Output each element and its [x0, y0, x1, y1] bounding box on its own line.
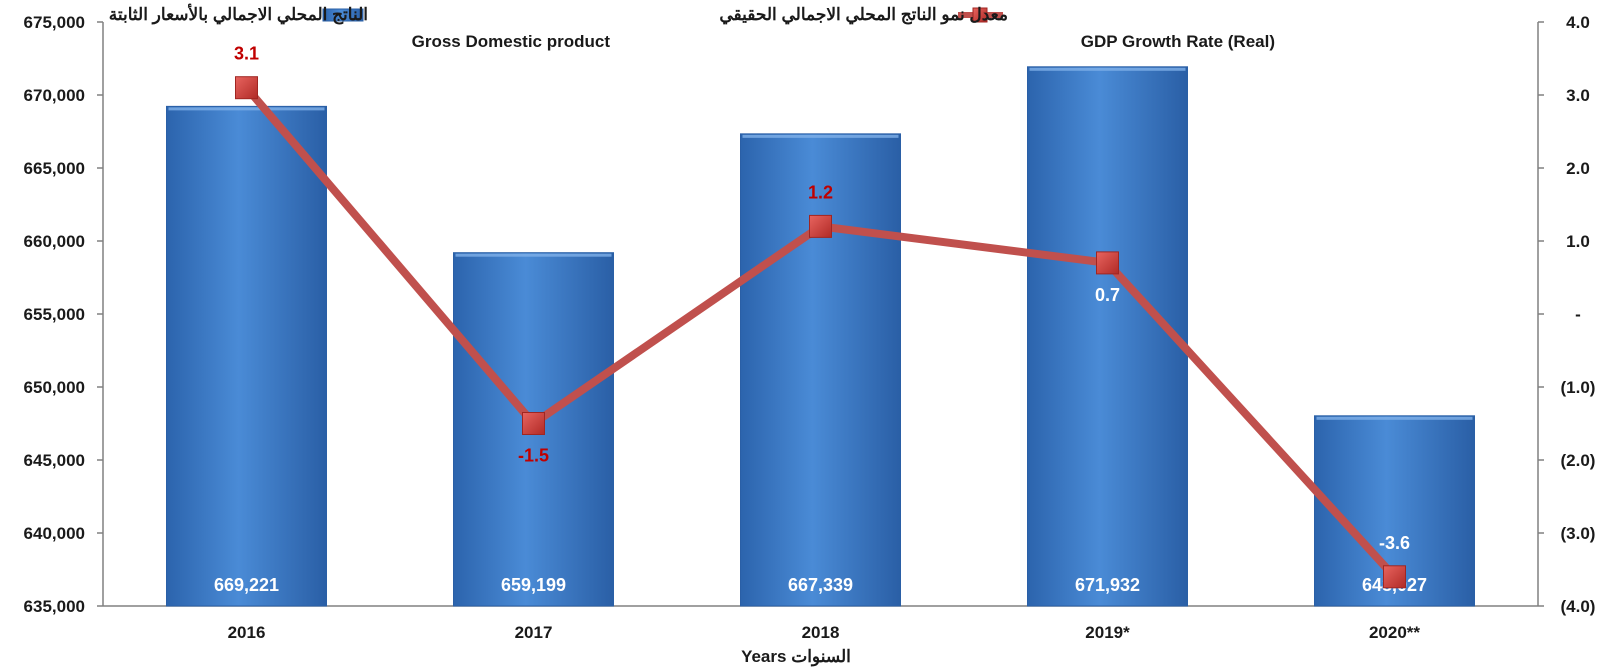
bar-series [166, 66, 1475, 607]
bar [1027, 66, 1188, 607]
right-axis-ticks: (4.0) (3.0) (2.0) (1.0) - 1.0 2.0 3.0 4.0 [1538, 13, 1595, 616]
growth-point-label: -1.5 [518, 446, 549, 466]
right-tick-label: (1.0) [1561, 378, 1596, 397]
growth-line-series [235, 76, 1406, 589]
left-tick-label: 675,000 [24, 13, 85, 32]
bar [740, 133, 901, 607]
x-category-label: 2017 [515, 623, 553, 642]
growth-point-label: -3.6 [1379, 533, 1410, 553]
growth-marker [809, 214, 832, 238]
left-tick-label: 655,000 [24, 305, 85, 324]
legend-gdp-label-ar: الناتج المحلي الاجمالي بالأسعار الثابتة [109, 3, 368, 25]
bar-value-label: 669,221 [214, 575, 279, 595]
left-axis-ticks: 635,000 640,000 645,000 650,000 655,000 660,0… [24, 13, 103, 616]
x-category-label: 2018 [802, 623, 840, 642]
x-axis-title: السنوات Years [741, 647, 851, 667]
right-tick-label: - [1575, 305, 1581, 324]
left-tick-label: 645,000 [24, 451, 85, 470]
x-axis-categories: 2016 2017 2018 2019* 2020** [228, 623, 1421, 642]
x-category-label: 2020** [1369, 623, 1420, 642]
x-category-label: 2019* [1085, 623, 1130, 642]
growth-marker [235, 76, 258, 100]
bar-highlight [1316, 416, 1473, 420]
bar-value-label: 667,339 [788, 575, 853, 595]
legend-growth-label-en: GDP Growth Rate (Real) [1081, 32, 1275, 51]
growth-point-label: 3.1 [234, 44, 259, 64]
bar [166, 105, 327, 607]
bar-highlight [455, 253, 612, 257]
legend-gdp: الناتج المحلي الاجمالي بالأسعار الثابتة … [109, 3, 611, 51]
right-tick-label: 2.0 [1566, 159, 1590, 178]
growth-marker [522, 412, 545, 435]
right-tick-label: 3.0 [1566, 86, 1590, 105]
legend-marker-swatch [972, 7, 988, 23]
left-tick-label: 660,000 [24, 232, 85, 251]
left-tick-label: 670,000 [24, 86, 85, 105]
left-tick-label: 665,000 [24, 159, 85, 178]
right-tick-label: (4.0) [1561, 597, 1596, 616]
growth-point-label: 0.7 [1095, 285, 1120, 305]
bar-highlight [168, 107, 325, 111]
bar-highlight [742, 134, 899, 138]
bar-highlight [1029, 67, 1186, 71]
legend-growth: معدل نمو الناتج المحلي الاجمالي الحقيقي … [719, 5, 1275, 51]
right-tick-label: 1.0 [1566, 232, 1590, 251]
right-tick-label: (3.0) [1561, 524, 1596, 543]
legend-bar-swatch [322, 8, 364, 22]
left-tick-label: 640,000 [24, 524, 85, 543]
right-tick-label: (2.0) [1561, 451, 1596, 470]
right-tick-label: 4.0 [1566, 13, 1590, 32]
bar-value-label: 671,932 [1075, 575, 1140, 595]
legend-gdp-label-en: Gross Domestic product [412, 32, 611, 51]
left-tick-label: 635,000 [24, 597, 85, 616]
growth-marker [1096, 251, 1119, 275]
growth-point-label: 1.2 [808, 182, 833, 202]
growth-point-labels: 3.1 -1.5 1.2 0.7 -3.6 [234, 44, 1410, 553]
growth-marker [1383, 565, 1406, 589]
legend-growth-label-ar: معدل نمو الناتج المحلي الاجمالي الحقيقي [719, 5, 1008, 25]
left-tick-label: 650,000 [24, 378, 85, 397]
bar-value-label: 659,199 [501, 575, 566, 595]
x-category-label: 2016 [228, 623, 266, 642]
